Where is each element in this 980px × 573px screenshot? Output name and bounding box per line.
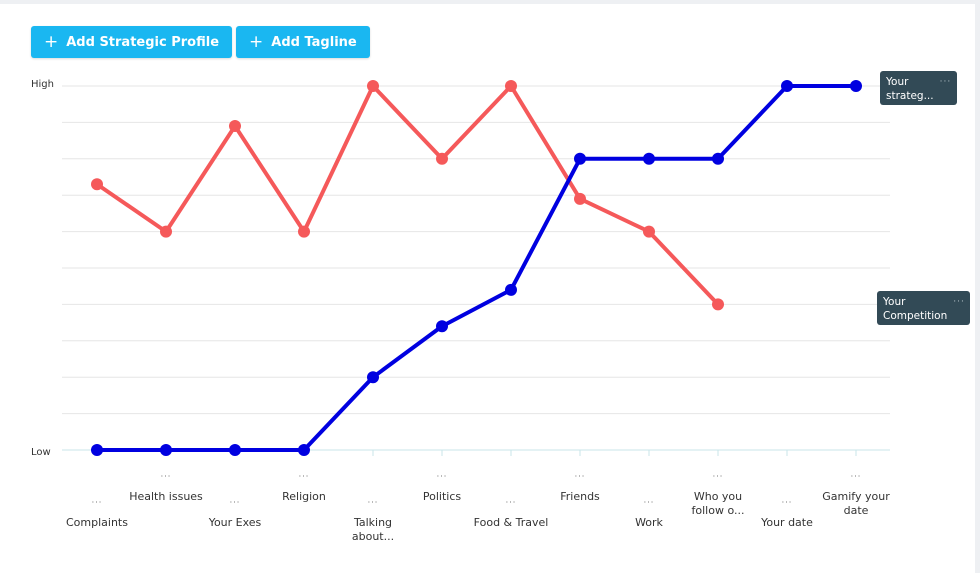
x-category-label[interactable]: ··· Health issues: [126, 470, 206, 504]
x-category-label[interactable]: ··· Gamify your date: [816, 470, 896, 518]
plus-icon: +: [44, 31, 59, 52]
data-point-strategic[interactable]: [712, 152, 724, 165]
x-category-label[interactable]: ··· Who you follow o...: [678, 470, 758, 518]
category-options-icon[interactable]: ···: [574, 472, 586, 481]
data-point-competition[interactable]: [505, 80, 517, 92]
data-point-competition[interactable]: [367, 80, 379, 92]
series-tag-competition[interactable]: Your Competition ···: [877, 291, 970, 325]
x-category-label[interactable]: ··· Your Exes: [195, 496, 275, 530]
x-category-label[interactable]: ··· Work: [609, 496, 689, 530]
category-text: Your date: [761, 516, 813, 529]
add-strategic-profile-label: Add Strategic Profile: [66, 34, 220, 50]
x-category-label[interactable]: ··· Complaints: [57, 496, 137, 530]
data-point-strategic[interactable]: [505, 283, 517, 296]
data-point-strategic[interactable]: [298, 444, 310, 456]
data-point-competition[interactable]: [643, 225, 655, 238]
category-options-icon[interactable]: ···: [160, 472, 172, 481]
data-point-competition[interactable]: [91, 178, 103, 191]
data-point-strategic[interactable]: [229, 444, 241, 456]
category-text: Work: [635, 516, 663, 529]
more-options-icon[interactable]: ···: [939, 77, 952, 87]
data-point-strategic[interactable]: [850, 80, 862, 92]
category-text: Health issues: [129, 490, 203, 503]
category-options-icon[interactable]: ···: [436, 472, 448, 481]
category-options-icon[interactable]: ···: [298, 472, 310, 481]
category-text: Friends: [560, 490, 600, 503]
data-point-competition[interactable]: [298, 225, 310, 238]
data-point-strategic[interactable]: [91, 444, 103, 456]
category-options-icon[interactable]: ···: [850, 472, 862, 481]
category-text: Politics: [422, 490, 462, 503]
category-options-icon[interactable]: ···: [229, 498, 241, 507]
series-tag-strategic[interactable]: Your strateg... ···: [880, 71, 957, 105]
data-point-competition[interactable]: [574, 192, 586, 205]
category-options-icon[interactable]: ···: [781, 498, 793, 507]
add-strategic-profile-button[interactable]: + Add Strategic Profile: [31, 26, 233, 58]
data-point-strategic[interactable]: [574, 152, 586, 165]
series-tag-competition-label: Your Competition: [883, 296, 948, 322]
data-point-competition[interactable]: [160, 225, 172, 238]
series-tag-strategic-label: Your strateg...: [886, 76, 934, 102]
x-category-label[interactable]: ··· Talking about...: [333, 496, 413, 544]
x-category-label[interactable]: ··· Food & Travel: [471, 496, 551, 530]
data-point-competition[interactable]: [229, 120, 241, 133]
category-options-icon[interactable]: ···: [367, 498, 379, 507]
x-category-label[interactable]: ··· Politics: [402, 470, 482, 504]
add-tagline-button[interactable]: + Add Tagline: [236, 26, 370, 58]
x-category-label[interactable]: ··· Your date: [747, 496, 827, 530]
data-point-competition[interactable]: [436, 152, 448, 165]
data-point-strategic[interactable]: [160, 444, 172, 456]
category-options-icon[interactable]: ···: [643, 498, 655, 507]
y-tick-high: High: [31, 79, 54, 90]
series-line-competition: [95, 84, 720, 307]
category-options-icon[interactable]: ···: [505, 498, 517, 507]
category-options-icon[interactable]: ···: [712, 472, 724, 481]
data-point-strategic[interactable]: [367, 371, 379, 384]
more-options-icon[interactable]: ···: [953, 297, 965, 307]
chart-card: [0, 4, 975, 573]
x-category-label[interactable]: ··· Religion: [264, 470, 344, 504]
category-text: Talking about...: [351, 516, 395, 543]
category-text: Gamify your date: [822, 490, 890, 517]
category-text: Religion: [282, 490, 326, 503]
category-options-icon[interactable]: ···: [91, 498, 103, 507]
series-line-strategic: [95, 84, 858, 452]
category-text: Food & Travel: [473, 516, 549, 529]
category-text: Your Exes: [208, 516, 262, 529]
x-category-label[interactable]: ··· Friends: [540, 470, 620, 504]
category-text: Complaints: [66, 516, 128, 529]
data-point-strategic[interactable]: [781, 80, 793, 92]
y-tick-low: Low: [31, 447, 51, 458]
data-point-strategic[interactable]: [436, 320, 448, 333]
toolbar: + Add Strategic Profile + Add Tagline: [31, 26, 370, 58]
data-point-competition[interactable]: [712, 298, 724, 311]
plus-icon: +: [249, 31, 264, 52]
data-point-strategic[interactable]: [643, 152, 655, 165]
add-tagline-label: Add Tagline: [271, 34, 357, 50]
category-text: Who you follow o...: [691, 490, 745, 517]
